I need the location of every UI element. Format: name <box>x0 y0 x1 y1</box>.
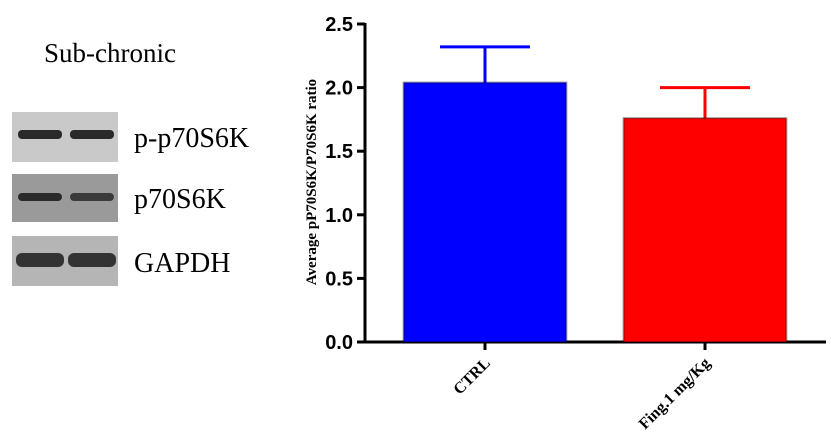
y-tick-label: 1.0 <box>325 205 353 227</box>
y-tick-label: 2.5 <box>325 14 353 36</box>
x-tick-label: Fing.1 mg/Kg <box>636 355 714 433</box>
western-blot: Sub-chronic p-p70S6K p70S6K GAPDH <box>12 38 249 286</box>
x-tick-label: CTRL <box>450 355 493 398</box>
blot-band <box>70 130 114 139</box>
y-tick-label: 1.5 <box>325 141 353 163</box>
figure: Sub-chronic p-p70S6K p70S6K GAPDH Averag… <box>0 0 831 442</box>
blot-band <box>70 193 114 201</box>
blot-label: p70S6K <box>134 184 226 215</box>
blot-band <box>68 253 116 267</box>
y-tick-label: 0.0 <box>325 332 353 354</box>
y-tick-label: 2.0 <box>325 78 353 100</box>
blot-title: Sub-chronic <box>44 38 176 68</box>
bar <box>624 118 787 342</box>
blot-label: GAPDH <box>134 248 230 279</box>
blot-band <box>18 130 62 139</box>
bar <box>404 83 567 342</box>
blot-label: p-p70S6K <box>134 123 249 154</box>
y-axis-label: Average pP70S6K/P70S6K ratio <box>304 79 320 285</box>
blot-band <box>18 193 62 201</box>
y-tick-label: 0.5 <box>325 268 353 290</box>
blot-band <box>16 253 64 267</box>
